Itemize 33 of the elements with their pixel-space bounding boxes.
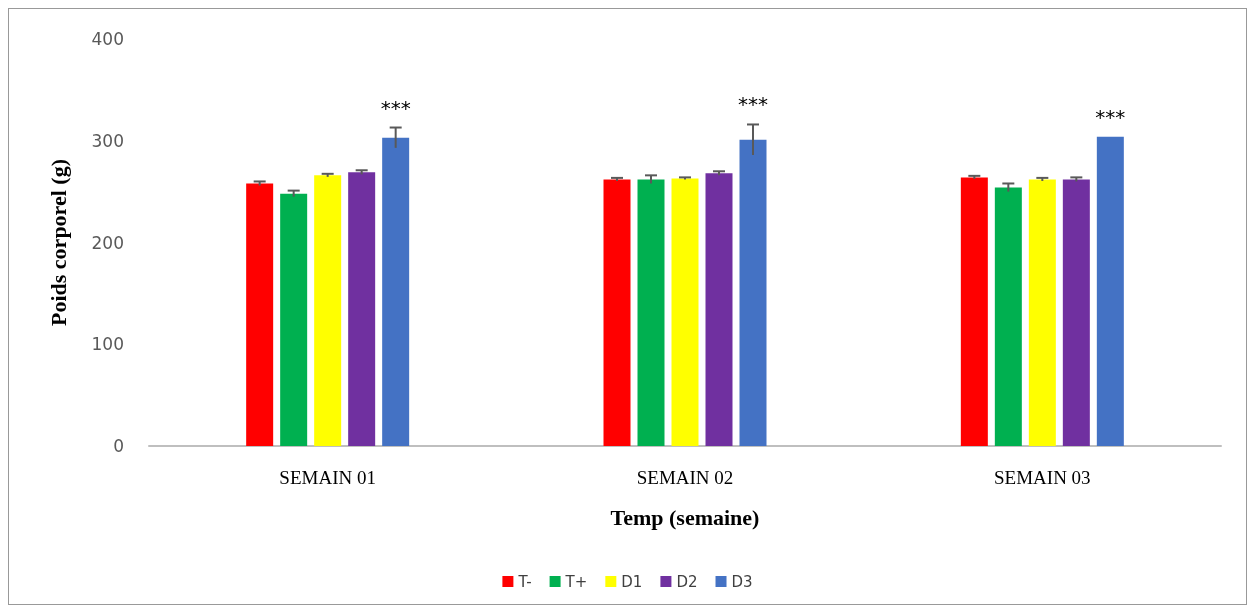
y-tick-label: 400 — [91, 29, 124, 49]
legend-label: D2 — [676, 572, 698, 591]
bar — [1062, 179, 1090, 446]
bar — [960, 177, 988, 446]
bar — [1096, 136, 1124, 446]
annotation: *** — [380, 95, 411, 120]
x-tick-label: SEMAIN 01 — [279, 467, 376, 488]
bar — [637, 179, 665, 446]
x-tick-label: SEMAIN 02 — [636, 467, 734, 488]
bar — [705, 173, 733, 446]
bar — [603, 179, 631, 446]
annotation: *** — [738, 92, 768, 117]
bar — [348, 172, 376, 446]
y-tick-label: 100 — [91, 334, 124, 355]
legend-label: T+ — [564, 572, 588, 591]
bar — [246, 183, 274, 446]
bar — [1028, 179, 1056, 446]
legend-label: T- — [517, 572, 532, 591]
bar — [280, 193, 308, 446]
bar — [314, 175, 342, 446]
legend-label: D1 — [621, 572, 643, 591]
y-tick-label: 0 — [113, 436, 124, 456]
y-tick-label: 200 — [91, 232, 124, 253]
bar — [994, 187, 1022, 446]
bar — [382, 137, 410, 446]
y-tick-label: 300 — [91, 130, 124, 151]
x-axis-title: Temp (semaine) — [610, 504, 760, 530]
legend-label: D3 — [731, 572, 753, 591]
bar — [739, 139, 767, 446]
y-axis-title: Poids corporel (g) — [45, 158, 71, 327]
x-tick-label: SEMAIN 03 — [994, 467, 1091, 488]
bar — [671, 178, 699, 446]
annotation: *** — [1095, 104, 1126, 129]
